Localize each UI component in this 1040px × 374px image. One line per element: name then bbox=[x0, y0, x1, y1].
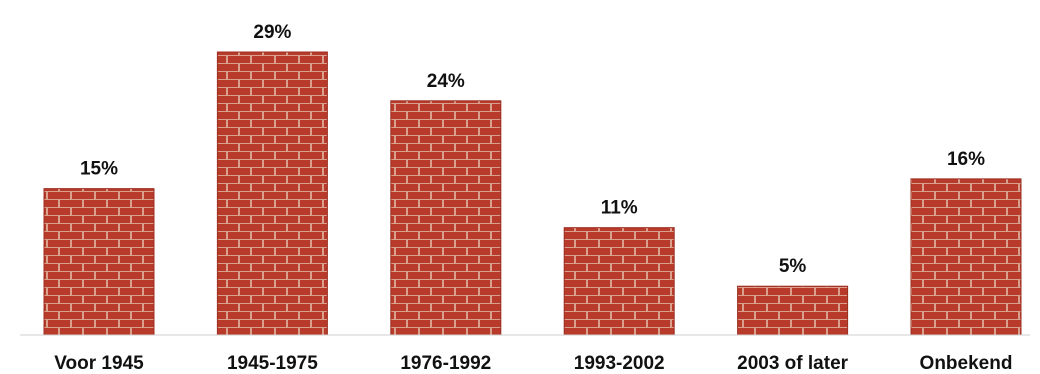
bar-value-label: 24% bbox=[427, 71, 465, 92]
category-tick-label: Onbekend bbox=[920, 353, 1013, 374]
category-labels-group: Voor 1945 1945-1975 1976-1992 1993-2002 2003… bbox=[54, 353, 1012, 374]
bar bbox=[390, 100, 502, 336]
category-tick-label: 1993-2002 bbox=[574, 353, 665, 374]
bar bbox=[216, 51, 328, 336]
category-tick-label: 2003 of later bbox=[737, 353, 848, 374]
category-tick-label: Voor 1945 bbox=[54, 353, 144, 374]
bar bbox=[563, 227, 675, 336]
bar bbox=[43, 188, 155, 336]
bar bbox=[910, 178, 1022, 336]
bar-value-label: 11% bbox=[601, 198, 638, 219]
category-tick-label: 1945-1975 bbox=[227, 353, 318, 374]
value-labels-group: 15% 29% 24% 11% 5% 16% bbox=[80, 22, 985, 277]
bar-value-label: 15% bbox=[80, 159, 118, 180]
bar-value-label: 29% bbox=[253, 22, 291, 43]
category-tick-label: 1976-1992 bbox=[400, 353, 491, 374]
bar bbox=[737, 285, 849, 336]
bar-value-label: 5% bbox=[779, 256, 807, 277]
bars-group bbox=[43, 51, 1022, 336]
bar-value-label: 16% bbox=[947, 149, 985, 170]
